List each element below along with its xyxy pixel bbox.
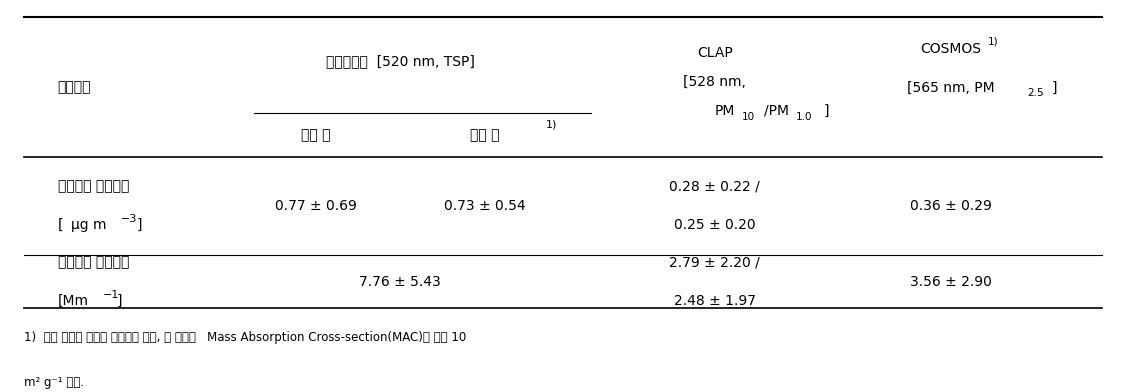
Text: 1): 1) [546,119,557,129]
Text: −1: −1 [102,290,119,300]
Text: [565 nm, PM: [565 nm, PM [906,81,994,95]
Text: /PM: /PM [765,104,789,118]
Text: 1)  관측 파장의 차이를 고려하지 않고, 본 연구의   Mass Absorption Cross-section(MAC)는 모두 10: 1) 관측 파장의 차이를 고려하지 않고, 본 연구의 Mass Absorp… [24,331,466,345]
Text: 1): 1) [988,37,999,47]
Text: 1.0: 1.0 [795,111,812,122]
Text: 0.36 ± 0.29: 0.36 ± 0.29 [910,199,992,213]
Text: −3: −3 [120,214,137,224]
Text: [Mm: [Mm [57,294,89,308]
Text: 0.25 ± 0.20: 0.25 ± 0.20 [673,218,756,232]
Text: 10: 10 [742,111,754,122]
Text: 보정 전: 보정 전 [301,128,331,142]
Text: μg m: μg m [71,218,107,232]
Text: 2.5: 2.5 [1027,89,1044,98]
Text: 0.77 ± 0.69: 0.77 ± 0.69 [275,199,357,213]
Text: 0.73 ± 0.54: 0.73 ± 0.54 [444,199,525,213]
Text: 에쎌로미터  [520 nm, TSP]: 에쎌로미터 [520 nm, TSP] [325,54,474,68]
Text: 보정 후: 보정 후 [470,128,499,142]
Text: 0.28 ± 0.22 /: 0.28 ± 0.22 / [669,180,760,194]
Text: PM: PM [715,104,735,118]
Text: ]: ] [117,294,123,308]
Text: [528 nm,: [528 nm, [683,75,747,89]
Text: m² g⁻¹ 적용.: m² g⁻¹ 적용. [24,376,84,388]
Text: [: [ [57,218,63,232]
Text: COSMOS: COSMOS [920,42,981,56]
Text: 2.79 ± 2.20 /: 2.79 ± 2.20 / [669,255,760,269]
Text: 에어러솔 흡수계수: 에어러솔 흡수계수 [57,255,128,269]
Text: 7.76 ± 5.43: 7.76 ± 5.43 [359,274,441,289]
Text: CLAP: CLAP [697,46,733,60]
Text: 블랙카본 질량농도: 블랙카본 질량농도 [57,180,128,194]
Text: ]: ] [823,104,829,118]
Text: 2.48 ± 1.97: 2.48 ± 1.97 [673,294,756,308]
Text: ]: ] [136,218,142,232]
Text: 3.56 ± 2.90: 3.56 ± 2.90 [910,274,992,289]
Text: ]: ] [1052,81,1057,95]
Text: 관측항목: 관측항목 [57,80,91,94]
